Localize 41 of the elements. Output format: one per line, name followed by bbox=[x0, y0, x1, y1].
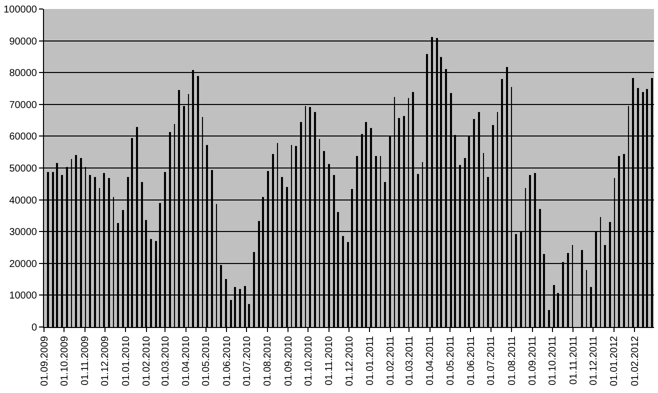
y-tick-label: 80000 bbox=[9, 68, 38, 80]
y-tick-label: 0 bbox=[31, 322, 38, 334]
x-tick-label: 01.01.2012 bbox=[609, 336, 620, 386]
x-tick-label: 01.06.2011 bbox=[466, 336, 477, 386]
x-tick-label: 01.09.2011 bbox=[528, 336, 539, 386]
x-tick-label: 01.04.2011 bbox=[425, 336, 436, 386]
x-tick-label: 01.02.2010 bbox=[142, 336, 153, 386]
y-tick-label: 40000 bbox=[9, 195, 38, 206]
x-tick-label: 01.12.2010 bbox=[344, 336, 356, 386]
x-tick-label: 01.10.2010 bbox=[303, 336, 314, 386]
y-tick-label: 70000 bbox=[9, 100, 38, 111]
x-tick-label: 01.06.2010 bbox=[222, 336, 233, 386]
x-tick-label: 01.02.2012 bbox=[630, 336, 641, 386]
y-tick-label: 10000 bbox=[9, 290, 38, 302]
x-tick-label: 01.03.2011 bbox=[404, 336, 416, 386]
x-tick-label: 01.12.2011 bbox=[588, 336, 600, 386]
x-tick-label: 01.09.2010 bbox=[283, 336, 294, 386]
x-tick-label: 01.12.2009 bbox=[100, 336, 112, 386]
x-tick-label: 01.08.2011 bbox=[506, 336, 518, 386]
x-tick-label: 01.11.2011 bbox=[568, 336, 580, 385]
x-tick-label: 01.02.2011 bbox=[386, 336, 397, 386]
x-tick-label: 01.11.2010 bbox=[324, 336, 336, 386]
x-tick-label: 01.04.2010 bbox=[181, 336, 192, 386]
x-tick-label: 01.10.2011 bbox=[548, 336, 559, 386]
x-tick-label: 01.05.2010 bbox=[201, 336, 212, 386]
x-tick-label: 01.01.2010 bbox=[120, 336, 132, 386]
x-tick-label: 01.07.2010 bbox=[242, 336, 253, 386]
x-tick-label: 01.05.2011 bbox=[445, 336, 456, 386]
x-tick-label: 01.11.2009 bbox=[80, 336, 92, 386]
y-tick-label: 60000 bbox=[9, 132, 38, 143]
y-tick-label: 30000 bbox=[9, 227, 38, 238]
x-tick-label: 01.09.2009 bbox=[39, 336, 50, 386]
y-tick-label: 100000 bbox=[4, 4, 38, 16]
y-tick-label: 50000 bbox=[9, 164, 38, 174]
x-tick-label: 01.10.2009 bbox=[59, 336, 70, 386]
x-tick-label: 01.08.2010 bbox=[262, 336, 274, 386]
y-tick-label: 90000 bbox=[9, 36, 38, 48]
y-tick-label: 20000 bbox=[9, 258, 38, 270]
x-tick-label: 01.03.2010 bbox=[160, 336, 172, 386]
x-tick-label: 01.01.2011 bbox=[364, 336, 376, 386]
x-tick-label: 01.07.2011 bbox=[486, 336, 498, 386]
